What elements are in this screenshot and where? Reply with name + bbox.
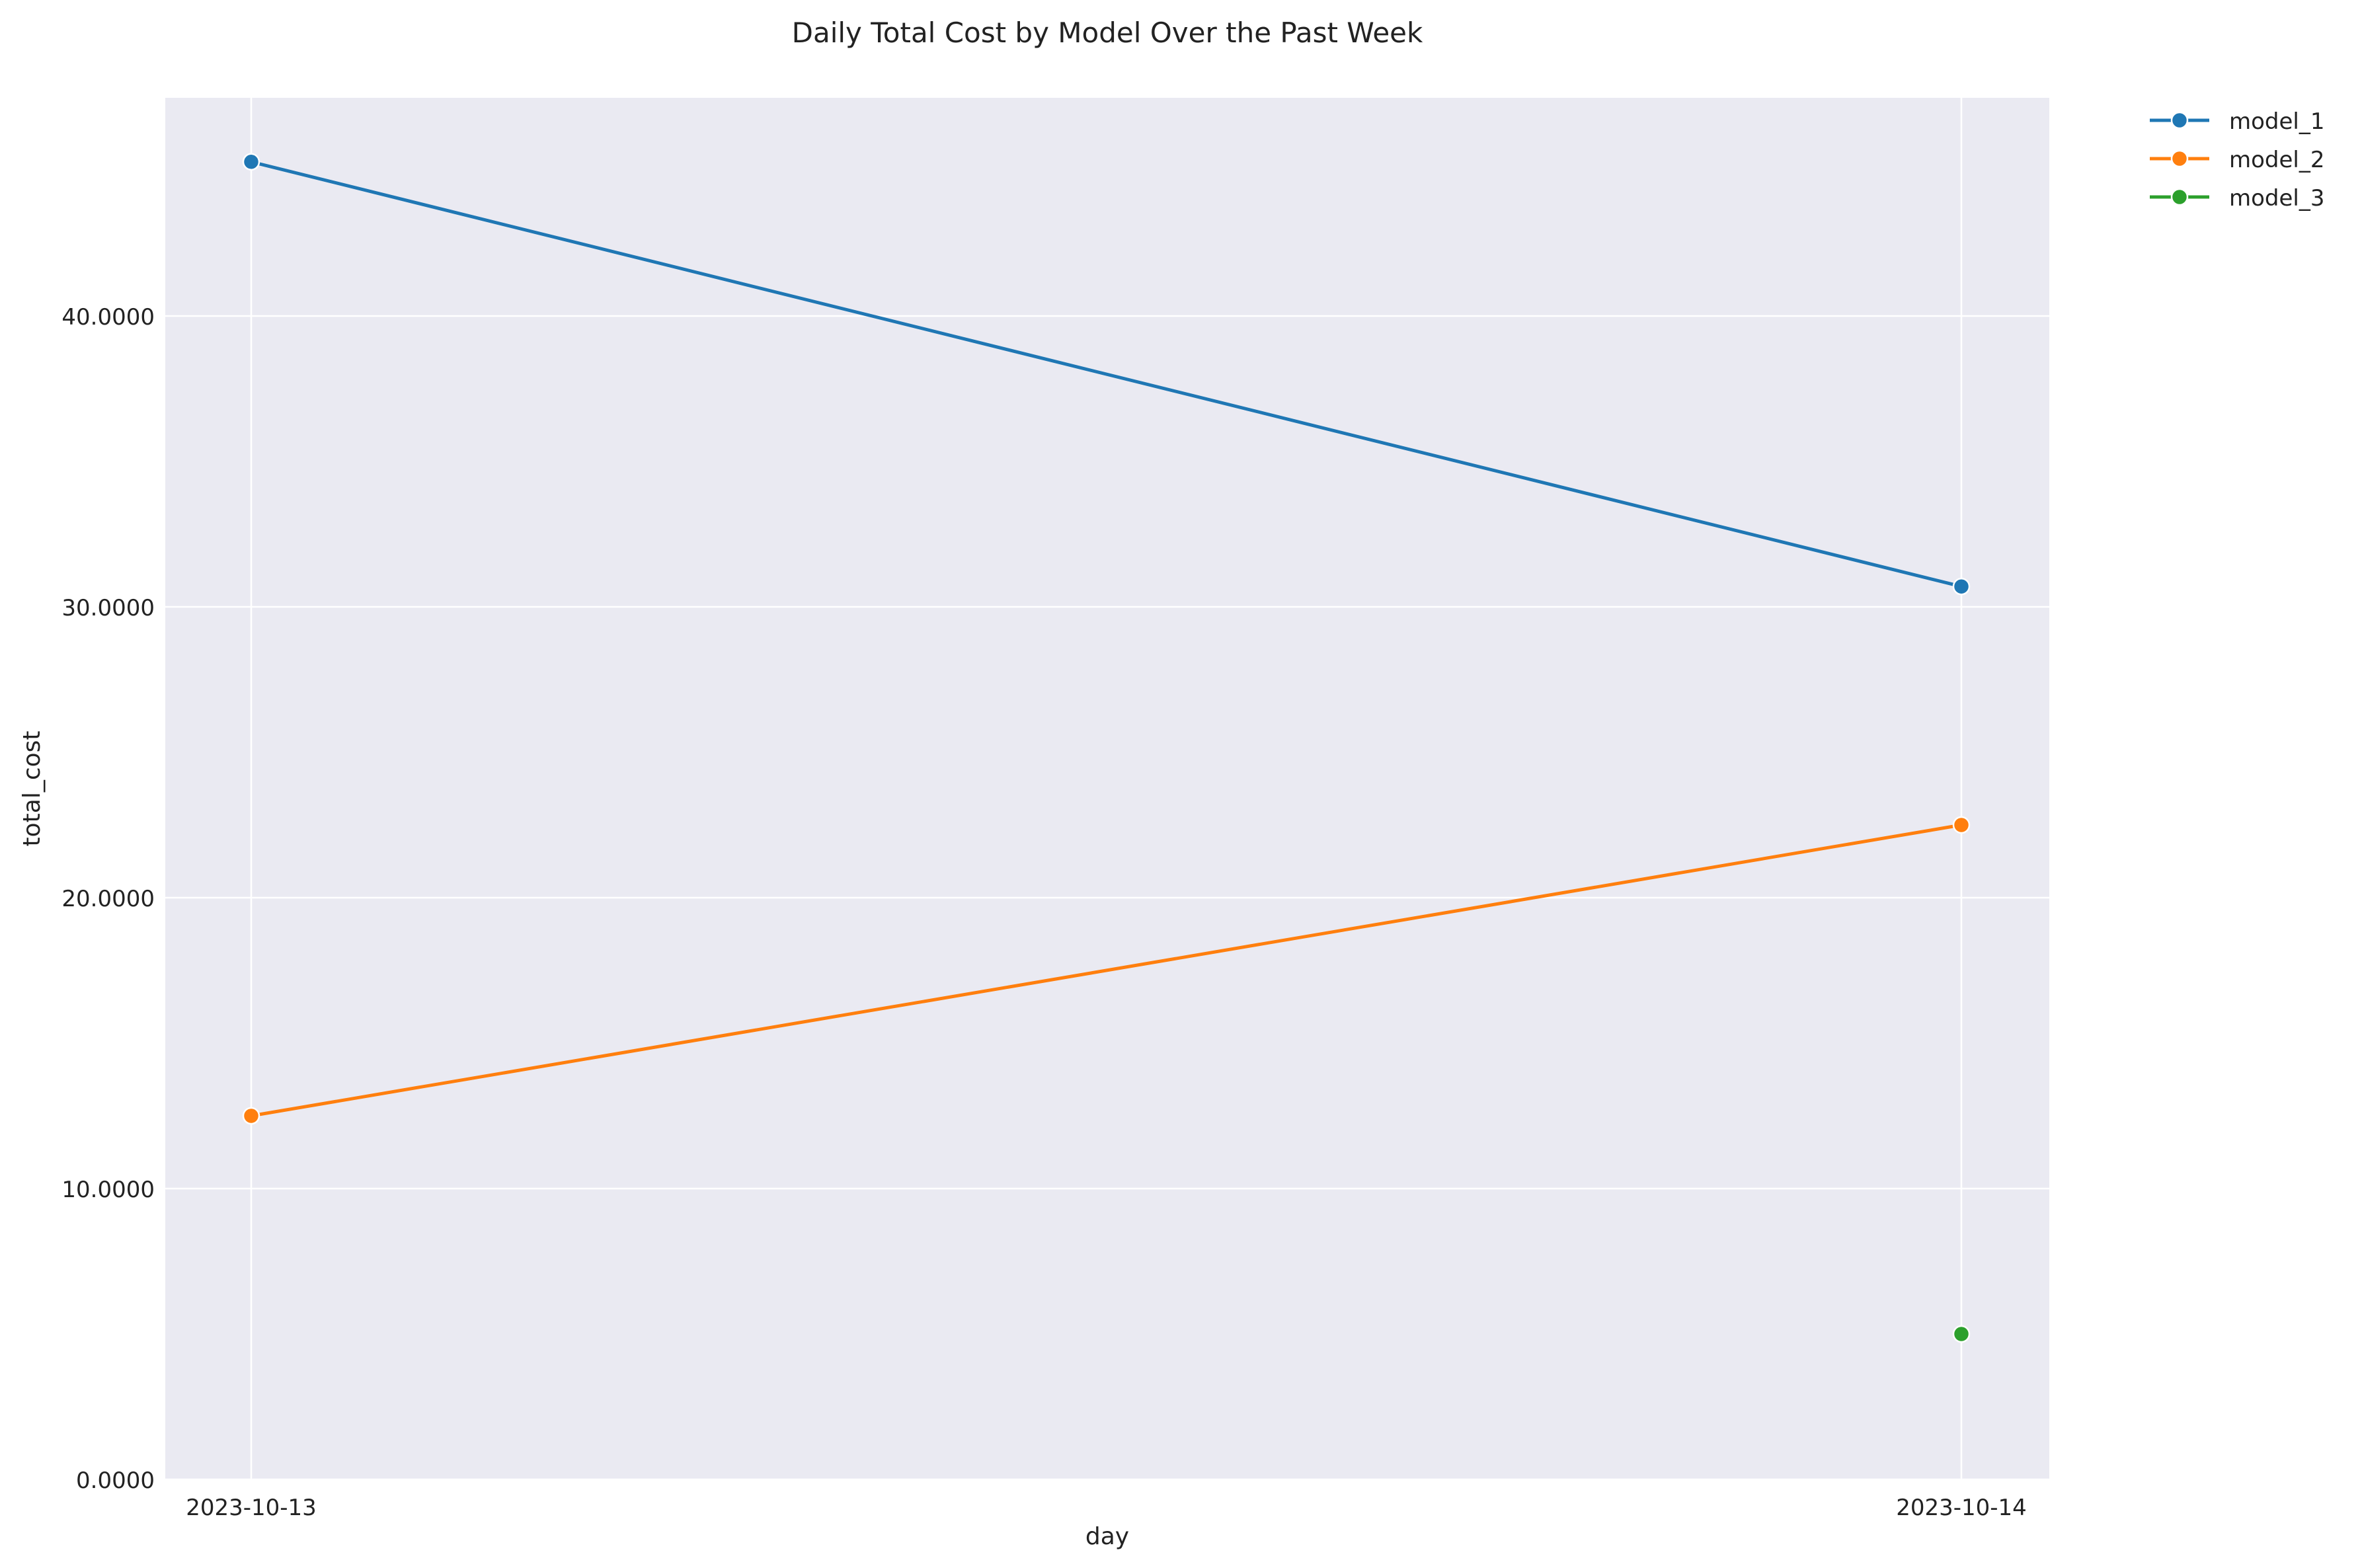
data-point-model_1 xyxy=(242,153,260,171)
plot-background xyxy=(165,98,2049,1479)
data-points xyxy=(242,153,1971,1343)
legend-swatch-marker xyxy=(2170,188,2189,206)
series-line-model_1 xyxy=(251,160,1962,588)
data-point-model_1 xyxy=(1952,577,1971,596)
legend-entry-model_1: model_1 xyxy=(2150,108,2325,135)
legend-label: model_2 xyxy=(2229,147,2325,173)
legend-entry-model_2: model_2 xyxy=(2150,147,2325,173)
legend-entry-model_3: model_3 xyxy=(2150,185,2325,212)
data-point-model_2 xyxy=(1952,816,1971,834)
legend: model_1 model_2 model_3 xyxy=(2150,108,2325,212)
y-tick-label: 0.0000 xyxy=(76,1468,155,1494)
y-axis-ticks: 0.0000 10.0000 20.0000 30.0000 40.0000 xyxy=(61,304,155,1494)
legend-label: model_1 xyxy=(2229,108,2325,135)
grid-lines xyxy=(165,98,2049,1481)
x-tick-label: 2023-10-13 xyxy=(186,1495,317,1521)
data-point-model_3 xyxy=(1952,1325,1971,1343)
y-tick-label: 30.0000 xyxy=(61,595,155,621)
chart-title: Daily Total Cost by Model Over the Past … xyxy=(792,17,1423,49)
data-point-model_2 xyxy=(242,1107,260,1125)
legend-swatch-marker xyxy=(2170,149,2189,168)
series-lines xyxy=(251,160,1962,1118)
y-tick-label: 40.0000 xyxy=(61,304,155,331)
series-line-model_2 xyxy=(251,823,1962,1118)
y-tick-label: 20.0000 xyxy=(61,886,155,912)
y-tick-label: 10.0000 xyxy=(61,1177,155,1203)
legend-label: model_3 xyxy=(2229,185,2325,212)
x-axis-label: day xyxy=(1085,1523,1129,1550)
x-tick-label: 2023-10-14 xyxy=(1896,1495,2027,1521)
x-axis-ticks: 2023-10-13 2023-10-14 xyxy=(186,1495,2027,1521)
y-axis-label: total_cost xyxy=(19,730,46,846)
legend-swatch-marker xyxy=(2170,111,2189,130)
